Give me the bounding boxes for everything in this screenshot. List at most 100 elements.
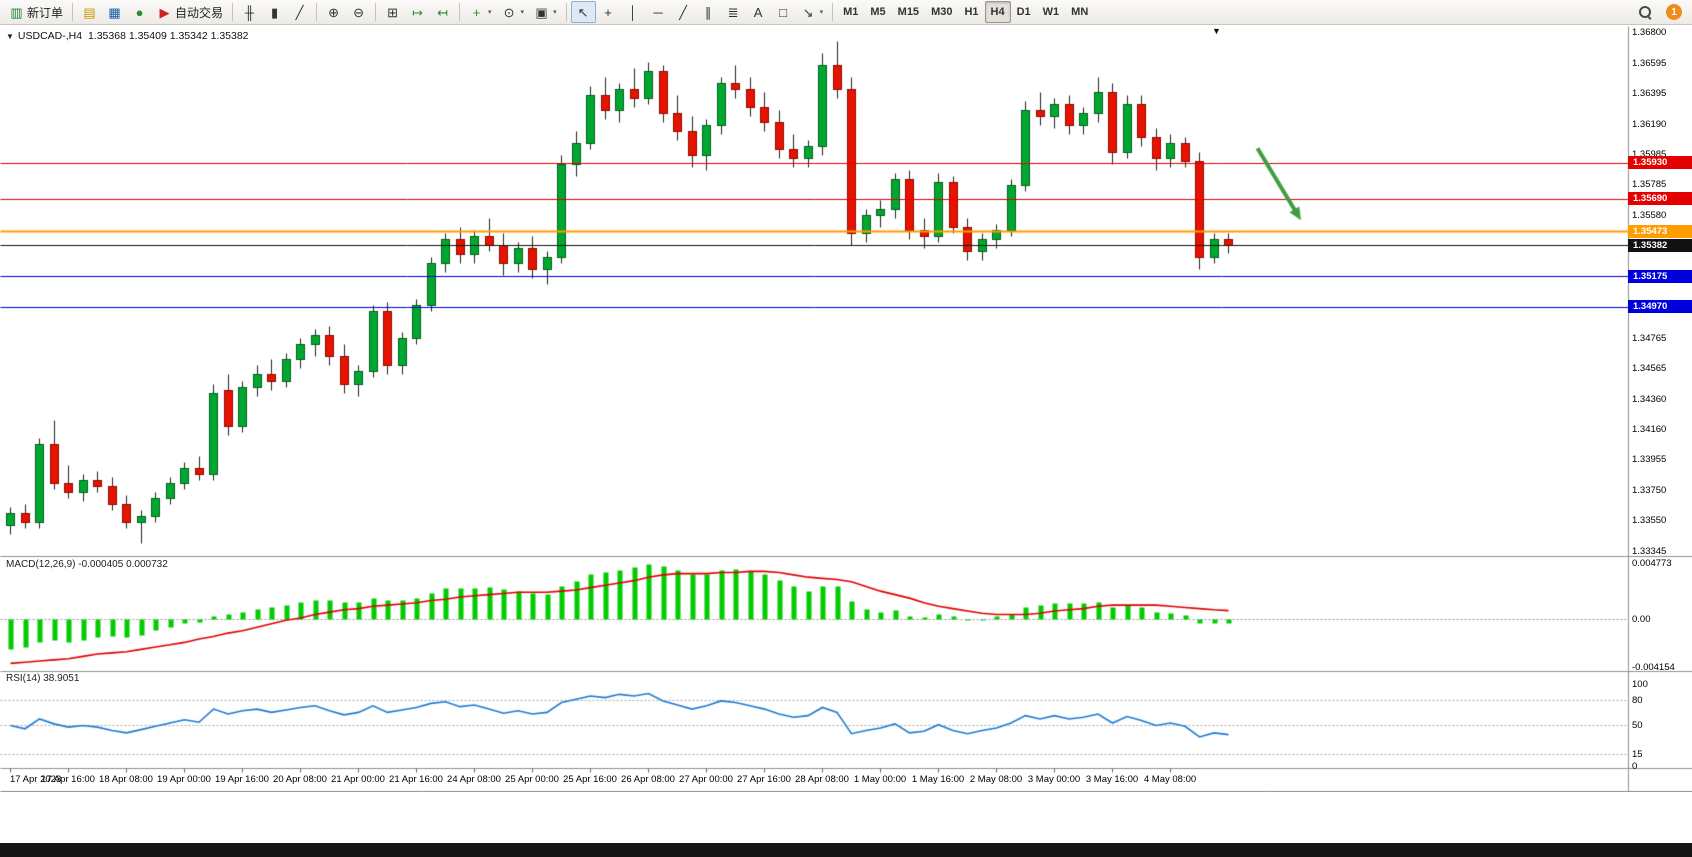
price-tick-label: 1.33955 bbox=[1632, 454, 1667, 465]
crosshair-icon: + bbox=[604, 4, 612, 20]
rsi-scale-label: 50 bbox=[1632, 720, 1643, 731]
trendline-icon: ╱ bbox=[679, 4, 687, 20]
macd-scale-label: 0.004773 bbox=[1632, 558, 1672, 569]
time-axis-label: 17 Apr 2023 bbox=[10, 774, 62, 785]
timeframe-m5-button[interactable]: M5 bbox=[870, 6, 886, 18]
search-icon bbox=[1637, 4, 1653, 20]
time-axis-label: 1 May 00:00 bbox=[853, 774, 907, 785]
templates-icon: ▣ bbox=[535, 4, 548, 20]
zoom-in-icon: ⊕ bbox=[328, 4, 339, 20]
toolbar-separator bbox=[565, 3, 567, 21]
timeframe-m1-button[interactable]: M1 bbox=[843, 6, 859, 18]
macd-label: MACD(12,26,9) -0.000405 0.000732 bbox=[6, 559, 168, 570]
rsi-scale-label: 100 bbox=[1632, 679, 1648, 690]
time-axis-label: 21 Apr 16:00 bbox=[389, 774, 443, 785]
timeframe-mn-button[interactable]: MN bbox=[1071, 6, 1089, 18]
data-window-button[interactable]: ▦ bbox=[102, 1, 127, 23]
chevron-down-icon: ▾ bbox=[553, 9, 557, 16]
toolbar-separator bbox=[316, 3, 318, 21]
cursor-button[interactable]: ↖ bbox=[570, 1, 596, 23]
price-tag-support: 1.34970 bbox=[1628, 300, 1692, 313]
chevron-down-icon: ▾ bbox=[819, 9, 824, 16]
candlestick-chart-button[interactable]: ▮ bbox=[262, 1, 287, 23]
time-axis-label: 3 May 16:00 bbox=[1085, 774, 1139, 785]
equidistant-channel-icon: ∥ bbox=[704, 4, 712, 20]
trendline-button[interactable]: ╱ bbox=[671, 1, 696, 23]
time-axis-label: 19 Apr 16:00 bbox=[215, 774, 269, 785]
periods-icon: ⊙ bbox=[503, 4, 515, 20]
new-order-button[interactable]: ▥ 新订单 bbox=[4, 1, 68, 23]
indicators-icon: + bbox=[472, 4, 481, 20]
tile-windows-icon: ⊞ bbox=[387, 4, 398, 20]
timeframe-h1-button[interactable]: H1 bbox=[964, 6, 979, 18]
zoom-out-button[interactable]: ⊖ bbox=[346, 1, 371, 23]
equidistant-channel-button[interactable]: ∥ bbox=[696, 1, 721, 23]
toolbar-separator bbox=[832, 3, 834, 21]
text-label-button[interactable]: □ bbox=[771, 1, 796, 23]
price-tick-label: 1.35785 bbox=[1632, 179, 1667, 190]
vertical-line-button[interactable]: │ bbox=[621, 1, 646, 23]
search-button[interactable] bbox=[1632, 1, 1658, 23]
line-chart-button[interactable]: ╱ bbox=[287, 1, 312, 23]
price-tag-resistance: 1.35690 bbox=[1628, 192, 1692, 205]
time-axis-label: 1 May 16:00 bbox=[911, 774, 965, 785]
auto-scroll-button[interactable]: ↦ bbox=[405, 1, 430, 23]
rsi-scale-label: 0 bbox=[1632, 761, 1638, 772]
chart-shift-marker[interactable]: ▼ bbox=[1212, 26, 1221, 36]
price-tick-label: 1.33345 bbox=[1632, 546, 1667, 557]
time-axis-label: 27 Apr 16:00 bbox=[737, 774, 791, 785]
rsi-value: 38.9051 bbox=[43, 673, 80, 684]
candlestick-chart-icon: ▮ bbox=[270, 4, 279, 20]
indicators-button[interactable]: + ▾ bbox=[464, 1, 497, 23]
timeframe-h4-button[interactable]: H4 bbox=[984, 1, 1011, 23]
timeframe-m15-button[interactable]: M15 bbox=[897, 6, 920, 18]
fibonacci-button[interactable]: ≣ bbox=[721, 1, 746, 23]
price-tag-support: 1.35175 bbox=[1628, 270, 1692, 283]
tile-windows-button[interactable]: ⊞ bbox=[380, 1, 405, 23]
bar-chart-button[interactable]: ╫ bbox=[237, 1, 262, 23]
text-button[interactable]: A bbox=[746, 1, 771, 23]
toolbar-separator bbox=[232, 3, 234, 21]
text-label-icon: □ bbox=[779, 4, 787, 20]
price-tick-label: 1.34765 bbox=[1632, 333, 1667, 344]
timeframe-d1-button[interactable]: D1 bbox=[1016, 6, 1031, 18]
chart-canvas[interactable] bbox=[0, 26, 1692, 792]
price-tick-label: 1.33750 bbox=[1632, 485, 1667, 496]
zoom-out-icon: ⊖ bbox=[353, 4, 364, 20]
price-tick-label: 1.36595 bbox=[1632, 58, 1667, 69]
toolbar-separator bbox=[459, 3, 461, 21]
templates-button[interactable]: ▣ ▾ bbox=[529, 1, 562, 23]
time-axis-label: 28 Apr 08:00 bbox=[795, 774, 849, 785]
arrows-button[interactable]: ↘ ▾ bbox=[796, 1, 829, 23]
text-icon: A bbox=[753, 4, 763, 20]
chart-window: ▼ USDCAD-,H4 1.35368 1.35409 1.35342 1.35… bbox=[0, 26, 1692, 792]
autotrading-icon: ▶ bbox=[159, 4, 170, 20]
data-window-icon: ▦ bbox=[108, 4, 121, 20]
timeframe-w1-button[interactable]: W1 bbox=[1042, 6, 1060, 18]
chart-symbol-period: USDCAD-,H4 bbox=[17, 30, 83, 42]
rsi-scale-label: 80 bbox=[1632, 695, 1643, 706]
navigator-button[interactable]: ● bbox=[127, 1, 152, 23]
market-watch-icon: ▤ bbox=[83, 4, 96, 20]
autotrading-button[interactable]: ▶ 自动交易 bbox=[152, 1, 228, 23]
macd-scale-label: 0.00 bbox=[1632, 614, 1651, 625]
periods-button[interactable]: ⊙ ▾ bbox=[497, 1, 530, 23]
horizontal-line-button[interactable]: ─ bbox=[646, 1, 671, 23]
auto-scroll-icon: ↦ bbox=[412, 4, 423, 20]
line-chart-icon: ╱ bbox=[295, 4, 304, 20]
toolbar: ▥ 新订单 ▤ ▦ ● ▶ 自动交易 ╫ ▮ ╱ ⊕ ⊖ ⊞ ↦ ↤ + ▾ ⊙ ▾ ▣ ▾ ↖ + │ ─ ╱ ∥ ≣ A □ ↘ ▾ M1 M… bbox=[0, 0, 1692, 25]
chevron-down-icon: ▾ bbox=[520, 9, 525, 16]
market-watch-button[interactable]: ▤ bbox=[77, 1, 102, 23]
time-axis-label: 26 Apr 08:00 bbox=[621, 774, 675, 785]
toolbar-separator bbox=[375, 3, 377, 21]
notification-badge[interactable]: 1 bbox=[1666, 4, 1682, 20]
chart-shift-icon: ↤ bbox=[437, 4, 448, 20]
timeframe-m30-button[interactable]: M30 bbox=[931, 6, 953, 18]
chart-shift-button[interactable]: ↤ bbox=[430, 1, 455, 23]
time-axis-label: 21 Apr 00:00 bbox=[331, 774, 385, 785]
price-tick-label: 1.36190 bbox=[1632, 119, 1667, 130]
zoom-in-button[interactable]: ⊕ bbox=[321, 1, 346, 23]
arrows-icon: ↘ bbox=[802, 4, 814, 20]
one-click-trading-toggle[interactable]: ▼ bbox=[6, 32, 14, 41]
crosshair-button[interactable]: + bbox=[596, 1, 621, 23]
